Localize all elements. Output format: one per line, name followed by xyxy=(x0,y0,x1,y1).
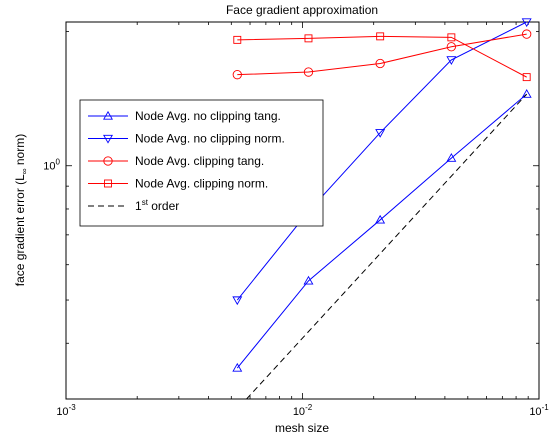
y-tick-label: 100 xyxy=(43,158,60,173)
data-point xyxy=(522,73,531,82)
legend-label-text: Node Avg. clipping norm. xyxy=(135,177,268,191)
x-tick-label: 10-2 xyxy=(293,403,313,418)
data-point xyxy=(232,362,243,372)
data-point xyxy=(375,214,386,224)
legend-marker xyxy=(104,179,112,188)
legend-entry: Node Avg. no clipping norm. xyxy=(88,132,285,146)
legend-label-text: Node Avg. clipping tang. xyxy=(135,154,264,168)
data-point xyxy=(304,34,313,43)
legend-label-superscript: st xyxy=(142,198,149,207)
legend-entry: Node Avg. clipping tang. xyxy=(88,154,264,168)
x-tick-label: 10-3 xyxy=(56,403,76,418)
data-point xyxy=(521,18,532,28)
chart-title: Face gradient approximation xyxy=(226,3,378,17)
legend-entry: 1st order xyxy=(88,198,179,213)
y-tick-label-exponent: 0 xyxy=(56,158,61,167)
legend-entry: Node Avg. no clipping tang. xyxy=(88,109,281,123)
series-line xyxy=(246,93,528,400)
series-line xyxy=(237,33,527,76)
y-axis-label-subscript: ∞ xyxy=(20,168,29,174)
series-3 xyxy=(233,32,531,82)
series-line xyxy=(237,35,527,78)
y-axis-label-suffix: norm) xyxy=(13,134,27,169)
series-layer xyxy=(232,18,532,400)
legend-label-text: Node Avg. no clipping tang. xyxy=(135,109,281,123)
legend-marker xyxy=(103,134,113,144)
data-point xyxy=(233,35,242,44)
series-2 xyxy=(232,29,532,80)
x-tick-labels: 10-3 10-2 10-1 xyxy=(56,403,549,418)
data-point xyxy=(303,67,314,77)
x-axis-label: mesh size xyxy=(275,421,329,435)
series-4 xyxy=(246,93,528,400)
data-point xyxy=(376,32,385,41)
legend-label: 1st order xyxy=(135,198,179,213)
legend-entry: Node Avg. clipping norm. xyxy=(88,177,268,191)
legend-label: Node Avg. clipping norm. xyxy=(135,177,268,191)
data-point xyxy=(232,70,242,80)
x-tick-label-base: 10 xyxy=(56,406,68,418)
y-tick-label-base: 10 xyxy=(43,161,55,173)
legend-marker xyxy=(103,110,113,120)
legend-marker xyxy=(103,156,113,166)
y-axis-label-main: face gradient error (L xyxy=(13,174,27,286)
legend-label: Node Avg. no clipping tang. xyxy=(135,109,281,123)
data-point xyxy=(446,56,457,65)
x-tick-label-exponent: -2 xyxy=(305,403,313,412)
x-tick-label: 10-1 xyxy=(529,403,549,418)
data-point xyxy=(303,275,314,285)
legend-label-text: 1 xyxy=(135,199,142,213)
series-line xyxy=(236,93,528,369)
x-tick-label-base: 10 xyxy=(529,406,541,418)
series-0 xyxy=(232,89,532,372)
x-tick-label-base: 10 xyxy=(293,406,305,418)
legend-box xyxy=(79,99,324,227)
data-point xyxy=(447,33,456,42)
legend-label-text: Node Avg. no clipping norm. xyxy=(135,132,285,146)
data-point xyxy=(522,29,532,39)
y-tick-labels: 100 xyxy=(43,158,60,173)
legend: Node Avg. no clipping tang. Node Avg. no … xyxy=(79,99,324,227)
axis-ticks xyxy=(65,22,540,400)
data-point xyxy=(232,296,243,306)
data-point xyxy=(446,42,457,52)
legend-label: Node Avg. clipping tang. xyxy=(135,154,264,168)
y-axis-label: face gradient error (L∞ norm) xyxy=(13,134,29,286)
legend-label-suffix: order xyxy=(148,199,179,213)
data-point xyxy=(375,58,385,69)
legend-label: Node Avg. no clipping norm. xyxy=(135,132,285,146)
x-tick-label-exponent: -1 xyxy=(542,403,550,412)
x-tick-label-exponent: -3 xyxy=(69,403,77,412)
data-point xyxy=(375,129,386,138)
data-point xyxy=(521,89,532,98)
data-point xyxy=(446,153,457,162)
series-line xyxy=(236,21,527,301)
